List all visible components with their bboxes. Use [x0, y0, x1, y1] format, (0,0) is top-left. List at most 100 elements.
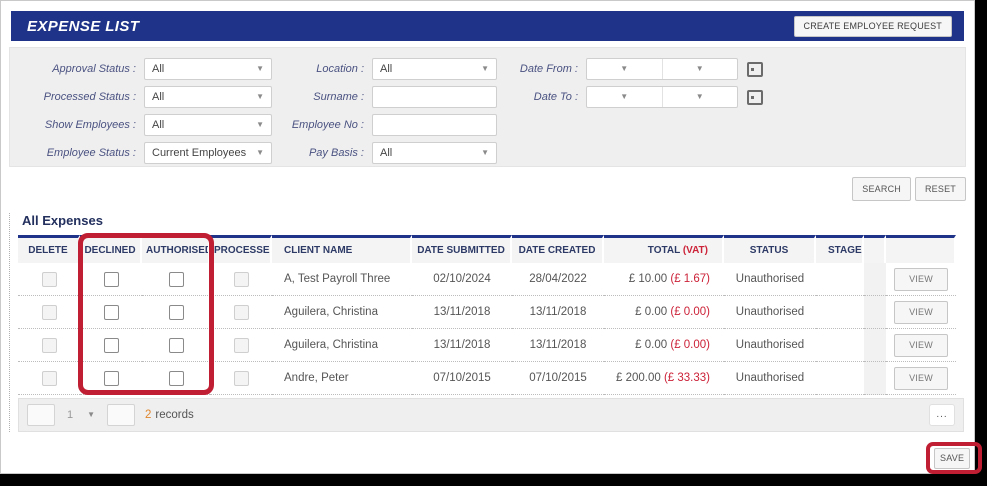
date-to-month-dropdown[interactable]: ▼	[661, 87, 738, 107]
date-from-day-dropdown[interactable]: ▼	[587, 59, 662, 79]
client-name-cell: Aguilera, Christina	[272, 296, 412, 329]
column-header-client-name: CLIENT NAME	[272, 235, 412, 263]
date-from-label: Date From :	[519, 63, 578, 75]
chevron-down-icon: ▼	[695, 92, 704, 101]
chevron-down-icon: ▼	[87, 410, 95, 419]
date-created-cell: 13/11/2018	[512, 296, 604, 329]
view-button[interactable]: VIEW	[894, 267, 948, 291]
declined-checkbox[interactable]	[103, 337, 119, 353]
declined-checkbox[interactable]	[103, 271, 119, 287]
client-name-cell: Andre, Peter	[272, 362, 412, 395]
status-cell: Unauthorised	[724, 263, 816, 296]
chevron-down-icon: ▼	[256, 92, 264, 101]
authorised-checkbox[interactable]	[168, 271, 184, 287]
search-button[interactable]: SEARCH	[852, 177, 911, 201]
processed-status-label: Processed Status :	[43, 91, 136, 103]
total-vat-cell: £ 0.00 (£ 0.00)	[604, 329, 724, 362]
column-header-processed: PROCESSED	[210, 235, 272, 263]
reset-button[interactable]: RESET	[914, 177, 966, 201]
delete-checkbox	[41, 337, 57, 353]
page-select[interactable]: 1 ▼	[67, 409, 95, 421]
show-employees-label: Show Employees :	[44, 119, 136, 131]
pay-basis-select[interactable]: All ▼	[372, 142, 497, 164]
status-cell: Unauthorised	[724, 329, 816, 362]
column-header-status: STATUS	[724, 235, 816, 263]
calendar-icon[interactable]	[747, 89, 763, 105]
status-cell: Unauthorised	[724, 362, 816, 395]
save-button[interactable]: SAVE	[934, 448, 971, 469]
table-row: Aguilera, Christina 13/11/2018 13/11/201…	[18, 329, 956, 362]
column-header-stage: STAGE	[816, 235, 864, 263]
show-employees-select[interactable]: All ▼	[144, 114, 272, 136]
delete-checkbox	[41, 271, 57, 287]
employee-no-label: Employee No :	[291, 119, 364, 131]
chevron-down-icon: ▼	[256, 120, 264, 129]
chevron-down-icon: ▼	[256, 64, 264, 73]
delete-checkbox	[41, 304, 57, 320]
processed-checkbox	[233, 370, 249, 386]
total-vat-cell: £ 0.00 (£ 0.00)	[604, 296, 724, 329]
view-button[interactable]: VIEW	[894, 366, 948, 390]
client-name-cell: A, Test Payroll Three	[272, 263, 412, 296]
filter-column-1: Approval Status : All ▼ Processed Status …	[14, 58, 272, 170]
chevron-down-icon: ▼	[620, 64, 629, 73]
column-header-authorised: AUTHORISED	[142, 235, 210, 263]
employee-no-input[interactable]	[372, 114, 497, 136]
date-submitted-cell: 13/11/2018	[412, 329, 512, 362]
spacer-cell	[864, 329, 886, 362]
processed-checkbox	[233, 271, 249, 287]
location-select[interactable]: All ▼	[372, 58, 497, 80]
chevron-down-icon: ▼	[695, 64, 704, 73]
location-label: Location :	[316, 63, 364, 75]
first-page-button[interactable]	[27, 404, 55, 426]
declined-checkbox[interactable]	[103, 370, 119, 386]
employee-status-select[interactable]: Current Employees ▼	[144, 142, 272, 164]
date-created-cell: 07/10/2015	[512, 362, 604, 395]
spacer-cell	[864, 362, 886, 395]
authorised-checkbox[interactable]	[168, 304, 184, 320]
table-row: Andre, Peter 07/10/2015 07/10/2015 £ 200…	[18, 362, 956, 395]
approval-status-select[interactable]: All ▼	[144, 58, 272, 80]
total-vat-cell: £ 200.00 (£ 33.33)	[604, 362, 724, 395]
surname-label: Surname :	[313, 91, 364, 103]
expense-list-page: EXPENSE LIST CREATE EMPLOYEE REQUEST App…	[0, 0, 982, 474]
table-row: A, Test Payroll Three 02/10/2024 28/04/2…	[18, 263, 956, 296]
date-from-month-dropdown[interactable]: ▼	[661, 59, 738, 79]
stage-cell	[816, 263, 864, 296]
processed-status-select[interactable]: All ▼	[144, 86, 272, 108]
view-button[interactable]: VIEW	[894, 300, 948, 324]
column-header-delete: DELETE	[18, 235, 80, 263]
authorised-checkbox[interactable]	[168, 337, 184, 353]
calendar-icon[interactable]	[747, 61, 763, 77]
expenses-table-section: All Expenses DELETE DECLINED AUTHORISED …	[9, 213, 966, 432]
date-from-select[interactable]: ▼ ▼	[586, 58, 738, 80]
filter-column-2: Location : All ▼ Surname : Employee No : …	[274, 58, 497, 170]
employee-status-label: Employee Status :	[46, 147, 136, 159]
column-header-view	[886, 235, 956, 263]
date-created-cell: 13/11/2018	[512, 329, 604, 362]
column-header-total-vat: TOTAL (VAT)	[604, 235, 724, 263]
date-to-day-dropdown[interactable]: ▼	[587, 87, 662, 107]
page-title: EXPENSE LIST	[27, 17, 140, 35]
view-button[interactable]: VIEW	[894, 333, 948, 357]
chevron-down-icon: ▼	[256, 148, 264, 157]
spacer-cell	[864, 263, 886, 296]
date-submitted-cell: 13/11/2018	[412, 296, 512, 329]
stage-cell	[816, 296, 864, 329]
surname-input[interactable]	[372, 86, 497, 108]
more-options-button[interactable]: ...	[929, 404, 955, 426]
chevron-down-icon: ▼	[620, 92, 629, 101]
stage-cell	[816, 362, 864, 395]
goto-page-input[interactable]	[107, 404, 135, 426]
stage-cell	[816, 329, 864, 362]
authorised-checkbox[interactable]	[168, 370, 184, 386]
total-vat-cell: £ 10.00 (£ 1.67)	[604, 263, 724, 296]
date-to-select[interactable]: ▼ ▼	[586, 86, 738, 108]
column-header-declined: DECLINED	[80, 235, 142, 263]
status-cell: Unauthorised	[724, 296, 816, 329]
pay-basis-label: Pay Basis :	[308, 147, 364, 159]
create-employee-request-button[interactable]: CREATE EMPLOYEE REQUEST	[793, 15, 952, 37]
processed-checkbox	[233, 304, 249, 320]
declined-checkbox[interactable]	[103, 304, 119, 320]
date-to-label: Date To :	[533, 91, 578, 103]
